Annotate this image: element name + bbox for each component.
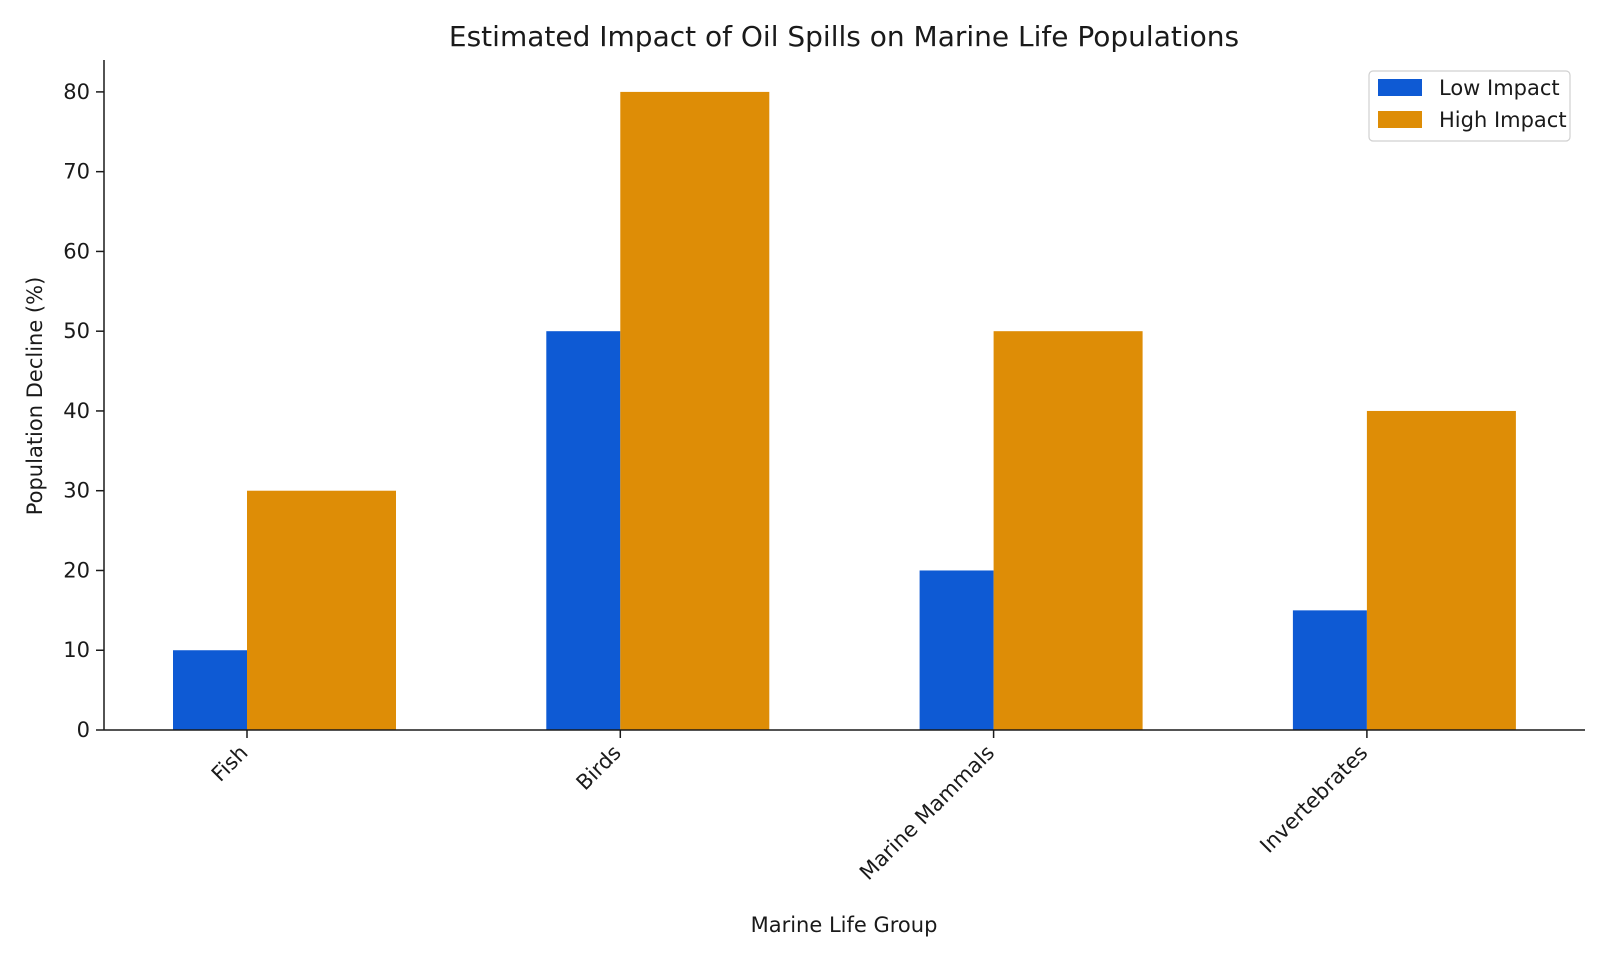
bar-high-impact-fish — [247, 490, 396, 730]
y-tick-label: 0 — [77, 718, 90, 742]
x-tick-label: Birds — [572, 741, 626, 795]
bar-high-impact-birds — [620, 91, 770, 730]
chart-title: Estimated Impact of Oil Spills on Marine… — [449, 20, 1239, 53]
legend-label: High Impact — [1439, 108, 1567, 132]
y-tick-label: 50 — [63, 319, 90, 343]
y-tick-label: 20 — [63, 558, 90, 582]
bar-low-impact-invertebrates — [1292, 610, 1367, 730]
y-tick-label: 30 — [63, 479, 90, 503]
bar-low-impact-fish — [173, 650, 247, 730]
x-axis-label: Marine Life Group — [751, 913, 938, 937]
y-tick-label: 40 — [63, 399, 90, 423]
bar-high-impact-marine-mammals — [993, 331, 1143, 730]
y-tick-label: 80 — [63, 80, 90, 104]
y-tick-label: 10 — [63, 638, 90, 662]
y-tick-label: 60 — [63, 239, 90, 263]
x-tick-label: Marine Mammals — [855, 741, 999, 885]
bars-layer — [173, 91, 1516, 730]
legend-label: Low Impact — [1439, 76, 1560, 100]
bar-low-impact-marine-mammals — [919, 570, 994, 730]
x-tick-label: Invertebrates — [1255, 741, 1372, 858]
legend-swatch — [1378, 79, 1422, 96]
x-tick-label: Fish — [207, 741, 253, 787]
legend-swatch — [1378, 111, 1422, 128]
axes-layer: 0 10 20 30 40 50 60 70 80 Fish Birds Marine Mammals… — [63, 60, 1585, 885]
y-tick-label: 70 — [63, 160, 90, 184]
bar-low-impact-birds — [546, 331, 621, 730]
y-axis-label: Population Decline (%) — [23, 277, 47, 516]
bar-high-impact-invertebrates — [1366, 410, 1516, 730]
legend: Low Impact High Impact — [1368, 70, 1571, 142]
